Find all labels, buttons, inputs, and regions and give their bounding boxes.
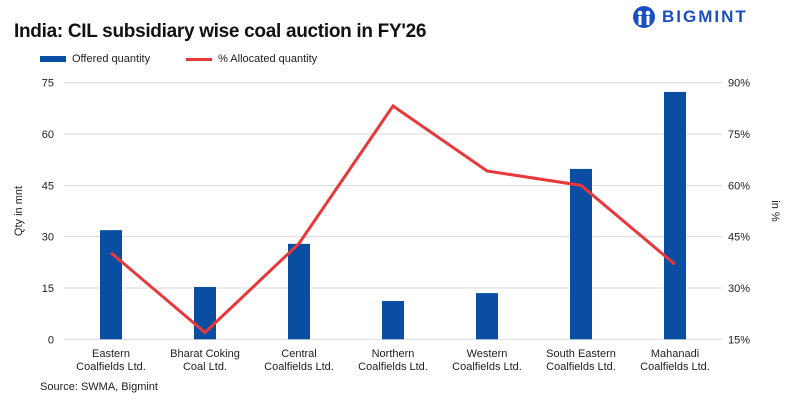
x-tick-label: Coal Ltd. [183, 361, 227, 373]
x-tick-label: Bharat Coking [170, 348, 240, 360]
legend-swatch-bar [40, 56, 66, 62]
source-note: Source: SWMA, Bigmint [40, 381, 158, 393]
x-tick-label: Eastern [92, 348, 130, 360]
bar [382, 300, 404, 340]
legend: Offered quantity % Allocated quantity [40, 53, 317, 65]
legend-swatch-line [186, 57, 213, 61]
legend-item-allocated: % Allocated quantity [186, 53, 317, 65]
bar [664, 91, 686, 340]
bar [100, 230, 122, 340]
y2-tick-label: 60% [728, 180, 750, 192]
y2-tick-label: 90% [728, 78, 750, 90]
legend-label: Offered quantity [72, 53, 151, 65]
y-tick-label: 0 [48, 334, 54, 346]
logo-text: BIGMINT [662, 7, 748, 26]
y-tick-label: 60 [42, 129, 54, 141]
x-tick-label: Central [281, 348, 316, 360]
x-tick-label: South Eastern [546, 348, 616, 360]
bar [570, 168, 592, 340]
y2-axis-label: in % [769, 200, 781, 222]
legend-label: % Allocated quantity [218, 53, 318, 65]
x-tick-label: Coalfields Ltd. [452, 361, 522, 373]
x-tick-label: Northern [372, 348, 415, 360]
y-axis-label: Qty in mnt [13, 186, 25, 236]
x-tick-label: Western [467, 348, 508, 360]
x-tick-label: Coalfields Ltd. [264, 361, 334, 373]
x-tick-label: Coalfields Ltd. [640, 361, 710, 373]
y2-tick-label: 30% [728, 283, 750, 295]
y2-tick-label: 15% [728, 334, 750, 346]
x-tick-label: Coalfields Ltd. [358, 361, 428, 373]
x-tick-label: Mahanadi [651, 348, 699, 360]
x-tick-label: Coalfields Ltd. [546, 361, 616, 373]
y-tick-label: 75 [42, 78, 54, 90]
y-tick-label: 15 [42, 283, 54, 295]
legend-item-offered: Offered quantity [40, 53, 150, 65]
bigmint-logo-icon [633, 6, 655, 28]
y2-tick-label: 75% [728, 129, 750, 141]
y2-tick-label: 45% [728, 232, 750, 244]
x-tick-label: Coalfields Ltd. [76, 361, 146, 373]
bigmint-logo: BIGMINT [632, 5, 748, 29]
y-tick-label: 30 [42, 232, 54, 244]
bar [288, 243, 310, 340]
y-tick-label: 45 [42, 180, 54, 192]
chart-title: India: CIL subsidiary wise coal auction … [14, 21, 427, 42]
bar [476, 293, 498, 340]
